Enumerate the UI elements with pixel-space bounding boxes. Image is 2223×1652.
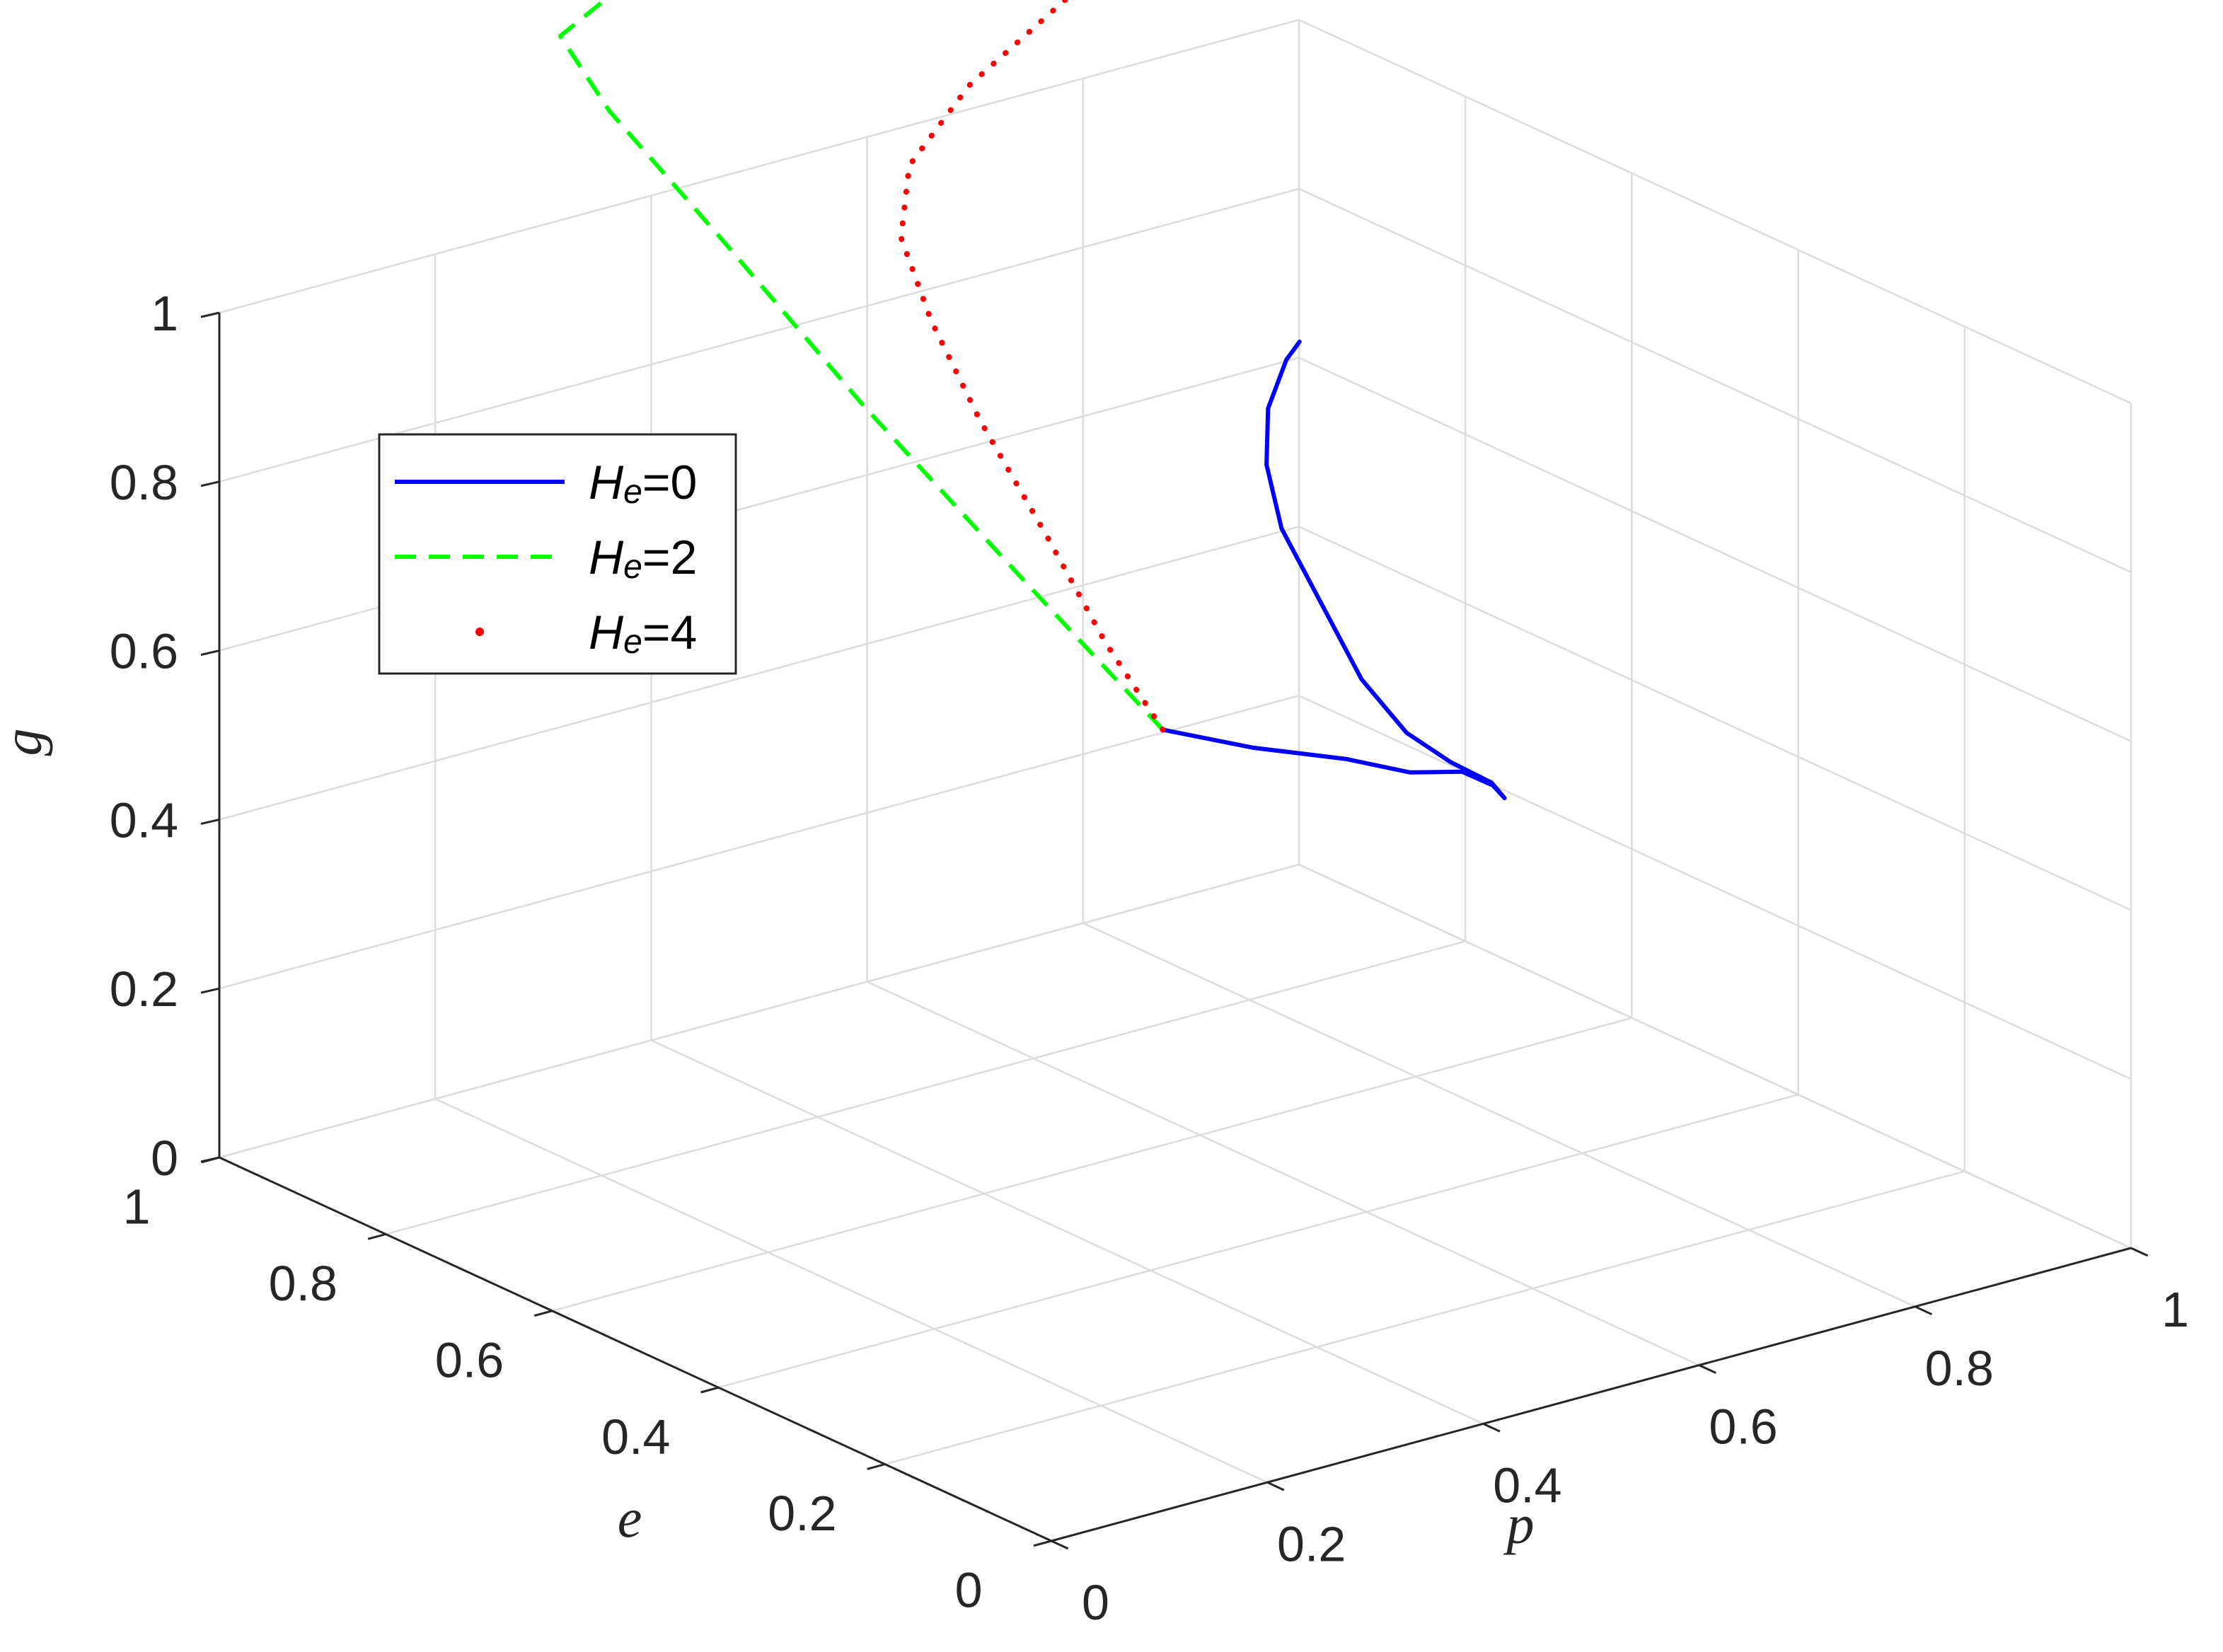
grid-line-side-g (1298, 18, 2132, 405)
g-axis-tick (200, 311, 220, 318)
legend-label-0: He=0 (589, 456, 697, 511)
legend-marker-2 (475, 628, 484, 636)
g-axis-label: g (0, 729, 53, 756)
legend-label-1: He=2 (589, 531, 697, 586)
grid-line-floor-p (650, 1039, 1484, 1425)
g-axis-tick (200, 480, 220, 487)
e-axis-tick (700, 1386, 719, 1394)
p-axis-label: p (1503, 1494, 1535, 1555)
e-axis-tick-label: 1 (123, 1179, 151, 1235)
g-axis-tick-label: 0.2 (110, 961, 178, 1017)
g-axis-tick-label: 0.8 (110, 455, 178, 510)
g-axis-tick (200, 987, 220, 994)
p-axis-tick-label: 0.4 (1493, 1458, 1561, 1513)
grid-line-floor-e (385, 940, 1466, 1235)
p-axis-tick (1482, 1423, 1501, 1433)
p-axis-tick (1915, 1305, 1933, 1316)
e-axis-tick (867, 1463, 886, 1470)
series-line-0 (1160, 340, 1507, 801)
legend-label-2: He=4 (589, 606, 697, 661)
g-axis-tick (200, 1156, 220, 1163)
grid-line-back-g (219, 863, 1300, 1159)
grid-line-side-g (1298, 863, 2132, 1249)
grid-line-side-g (1298, 357, 2132, 742)
grid-line-floor-p (434, 1098, 1268, 1484)
tick-labels: 00.20.40.60.8100.20.40.60.8100.20.40.60.… (0, 286, 2189, 1630)
legend-box (378, 433, 737, 675)
p-axis-tick-label: 0.6 (1709, 1399, 1777, 1455)
p-axis-tick (2130, 1247, 2149, 1257)
grid-line-floor-e (552, 1017, 1632, 1312)
e-axis-tick-label: 0.8 (269, 1256, 337, 1311)
e-axis-tick-label: 0.2 (768, 1486, 836, 1541)
g-axis-tick (200, 649, 220, 657)
e-axis-tick (533, 1310, 553, 1317)
p-axis-line (1051, 1247, 2132, 1542)
p-axis-tick-label: 0.2 (1277, 1516, 1346, 1571)
p-axis-tick (1051, 1540, 1069, 1550)
p-axis-tick-label: 0.8 (1925, 1341, 1994, 1396)
grid-line-floor-e (884, 1170, 1965, 1465)
series-line-1 (558, 0, 1165, 732)
series-lines (558, 0, 1507, 801)
e-axis-tick-label: 0 (955, 1563, 983, 1618)
grid-lines (218, 18, 2132, 1542)
p-axis-tick-label: 0 (1082, 1575, 1109, 1630)
grid-line-floor-p (1082, 922, 1916, 1307)
g-axis-tick-label: 1 (151, 286, 178, 341)
grid-line-side-g (1298, 695, 2132, 1080)
grid-line-back-g (219, 526, 1300, 821)
axes (200, 311, 2149, 1550)
p-axis-tick (1698, 1364, 1716, 1374)
e-axis-tick-label: 0.6 (435, 1332, 504, 1387)
p-axis-tick-label: 1 (2161, 1282, 2189, 1337)
grid-line-back-g (219, 694, 1300, 990)
legend: He=0 He=2 He=4 (378, 433, 737, 675)
g-axis-tick-label: 0 (151, 1131, 178, 1186)
e-axis-tick (367, 1232, 386, 1240)
g-axis-tick (200, 818, 220, 825)
g-axis-tick-label: 0.6 (110, 624, 178, 679)
grid-line-side-g (1298, 187, 2132, 573)
grid-line-back-g (219, 18, 1300, 314)
series-line-2 (898, 0, 1166, 733)
grid-line-back-g (219, 187, 1300, 483)
p-axis-tick (1266, 1481, 1285, 1491)
g-axis-tick-label: 0.4 (110, 792, 178, 848)
e-axis-tick (1033, 1540, 1052, 1547)
grid-line-floor-p (867, 981, 1700, 1366)
grid-line-floor-e (718, 1093, 1798, 1389)
e-axis-tick-label: 0.4 (601, 1409, 670, 1465)
e-axis-line (219, 1156, 1052, 1542)
grid-line-side-g (1298, 526, 2132, 911)
e-axis-label: e (618, 1487, 642, 1549)
